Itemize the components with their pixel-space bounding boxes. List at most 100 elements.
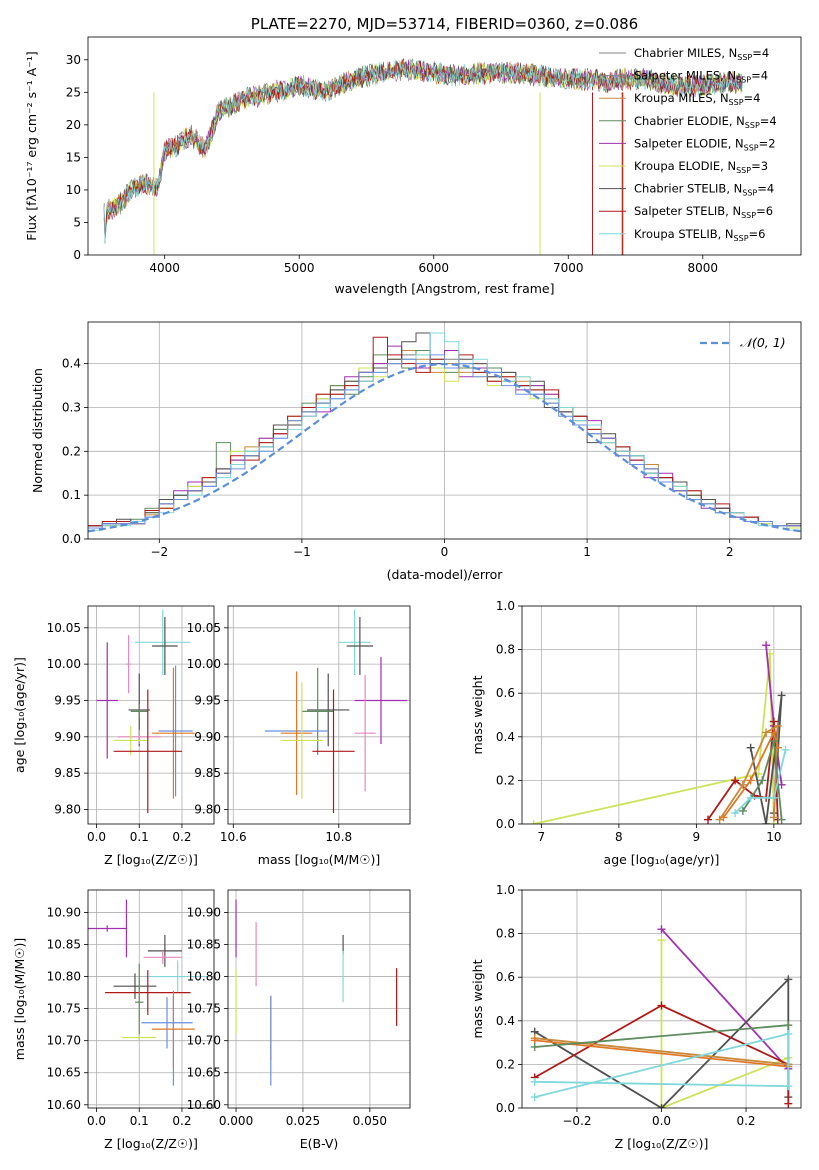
y-tick-label: 9.90 <box>54 730 81 744</box>
error-bar-point <box>113 725 148 755</box>
x-tick-label: 0.1 <box>130 830 149 844</box>
weight-marker <box>784 1099 793 1108</box>
y-tick-label: 10.05 <box>187 621 221 635</box>
error-bar-point <box>354 675 376 792</box>
weight-marker <box>781 745 790 754</box>
y-tick-label: 10.00 <box>47 657 81 671</box>
x-axis-label: age [log₁₀(age/yr)] <box>604 852 720 867</box>
y-tick-label: 20 <box>66 118 81 132</box>
weight-marker <box>773 721 782 730</box>
legend-sub: SSP <box>745 121 760 130</box>
spectrum-line <box>103 58 743 245</box>
x-axis-label: Z [log₁₀(Z/Z☉)] <box>615 1136 709 1151</box>
legend-suffix: =4 <box>752 46 769 60</box>
legend-sub: SSP <box>744 143 759 152</box>
y-tick-label: 25 <box>66 85 81 99</box>
axes-6: 0.000 0.025 0.050 10.60 10.65 10.70 10.75 10.80… <box>187 889 411 1151</box>
y-axis-label: Flux [fλ10⁻¹⁷ erg cm⁻² s⁻¹ A⁻¹] <box>24 51 39 240</box>
error-bar-point <box>147 960 208 993</box>
y-tick-label: 0.0 <box>496 817 515 831</box>
weight-marker <box>530 1093 539 1102</box>
legend-name: Salpeter ELODIE, N <box>634 136 744 150</box>
weight-marker <box>762 641 771 650</box>
legend-name: Chabrier ELODIE, N <box>634 114 745 128</box>
legend-label: Salpeter MILES, NSSP=4 <box>634 69 768 85</box>
legend-label: 𝒩(0, 1) <box>740 335 786 350</box>
x-tick-label: −1 <box>293 545 311 559</box>
weight-marker <box>784 1082 793 1091</box>
weight-marker <box>704 815 712 824</box>
error-bar-point <box>354 656 408 745</box>
plot-area <box>103 57 743 255</box>
weight-line <box>534 1032 790 1098</box>
x-tick-label: 0.025 <box>286 1114 320 1128</box>
weight-marker <box>657 925 666 934</box>
y-tick-label: 1.0 <box>496 883 515 897</box>
x-axis-label: (data-model)/error <box>387 567 504 582</box>
legend-name: Kroupa MILES, N <box>634 91 729 105</box>
y-tick-label: 10.65 <box>47 1066 81 1080</box>
weight-line <box>660 940 789 1108</box>
error-bar-point <box>280 682 323 799</box>
y-tick-label: 0.1 <box>62 488 81 502</box>
weight-marker <box>731 776 740 785</box>
weight-marker <box>777 815 786 824</box>
legend-suffix: =3 <box>751 159 768 173</box>
error-bar-point <box>147 934 182 967</box>
y-tick-label: 0.6 <box>496 686 515 700</box>
y-tick-label: 10.05 <box>47 621 81 635</box>
x-tick-label: −2 <box>150 545 168 559</box>
x-tick-label: 8000 <box>688 261 719 275</box>
error-bar-point <box>117 729 161 745</box>
x-tick-label: 0.0 <box>87 830 106 844</box>
weight-marker <box>746 776 755 785</box>
x-tick-label: 0.2 <box>172 1114 191 1128</box>
x-tick-label: 4000 <box>149 261 180 275</box>
y-tick-label: 0.6 <box>496 970 515 984</box>
histogram-step <box>88 354 801 529</box>
weight-marker <box>758 776 767 785</box>
x-tick-label: 0.000 <box>219 1114 253 1128</box>
y-tick-label: 10.65 <box>187 1066 221 1080</box>
legend-suffix: =4 <box>760 114 777 128</box>
y-tick-label: 10.70 <box>187 1034 221 1048</box>
axes-2: 0.0 0.1 0.2 9.80 9.85 9.90 9.95 10.00 10.05 Z [lo… <box>12 605 215 867</box>
y-tick-label: 5 <box>73 215 81 229</box>
legend-sub: SSP <box>729 98 744 107</box>
x-tick-label: 8 <box>615 830 623 844</box>
legend-suffix: =4 <box>744 91 761 105</box>
weight-marker <box>769 717 778 726</box>
weight-marker <box>784 1021 793 1030</box>
weight-line <box>722 729 779 819</box>
weight-marker <box>762 820 771 824</box>
axes-0: 4000 5000 6000 7000 8000 0 5 10 15 20 25 30 PLATE=22… <box>24 15 802 296</box>
y-tick-label: 0.2 <box>496 1057 515 1071</box>
x-tick-label: 0.2 <box>172 830 191 844</box>
x-axis-label: Z [log₁₀(Z/Z☉)] <box>104 852 198 867</box>
weight-marker <box>784 975 793 984</box>
x-tick-label: 0.1 <box>130 1114 149 1128</box>
y-axis-label: mass weight <box>470 959 485 1038</box>
y-tick-label: 10.60 <box>187 1098 221 1112</box>
error-bar-point <box>113 689 182 814</box>
x-tick-label: 2 <box>726 545 734 559</box>
legend-sub: SSP <box>737 53 752 62</box>
legend-sub: SSP <box>734 234 749 243</box>
axes-frame <box>87 36 802 256</box>
y-tick-label: 15 <box>66 150 81 164</box>
y-tick-label: 0.2 <box>496 773 515 787</box>
weight-marker <box>777 691 786 700</box>
y-tick-label: 10.85 <box>47 938 81 952</box>
y-tick-label: 10.60 <box>47 1098 81 1112</box>
legend-name: Kroupa STELIB, N <box>634 227 734 241</box>
y-tick-label: 0.8 <box>496 927 515 941</box>
x-tick-label: 10.6 <box>220 830 247 844</box>
weight-marker <box>762 728 771 737</box>
y-tick-label: 10 <box>66 183 81 197</box>
x-tick-label: −0.2 <box>562 1114 591 1128</box>
plot-area <box>228 890 410 1108</box>
x-tick-label: 0.050 <box>353 1114 387 1128</box>
weight-marker <box>769 737 778 746</box>
y-tick-label: 10.80 <box>47 970 81 984</box>
